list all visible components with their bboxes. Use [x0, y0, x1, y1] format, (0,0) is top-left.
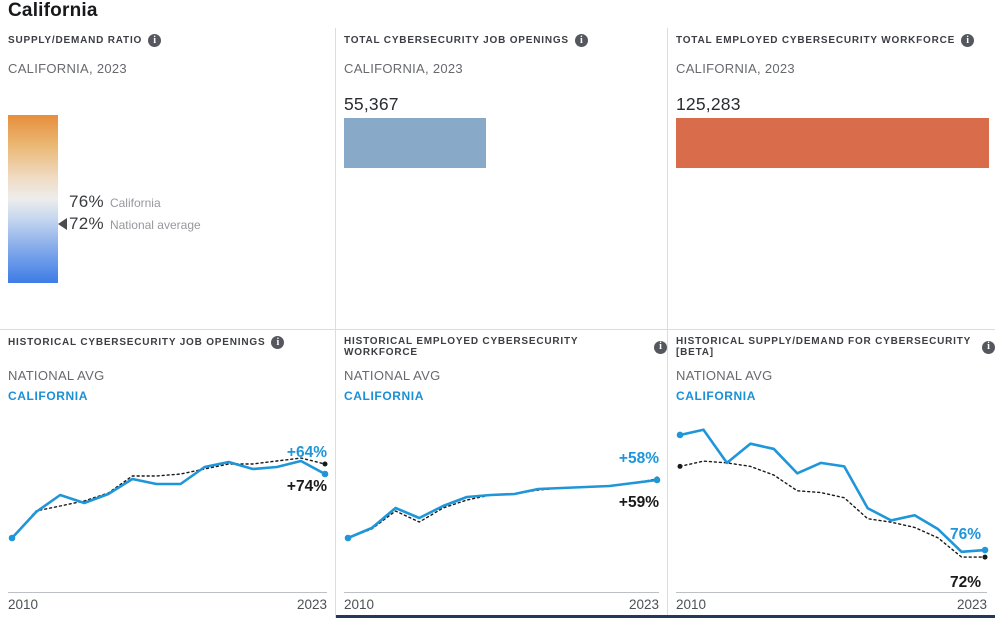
line-chart-job-openings: 2010 2023 +74% +64%	[0, 422, 335, 614]
job-openings-bar	[344, 118, 486, 168]
panel-title: TOTAL CYBERSECURITY JOB OPENINGS	[344, 35, 569, 46]
panel-total-job-openings: TOTAL CYBERSECURITY JOB OPENINGS CALIFOR…	[336, 28, 668, 330]
panel-subtitle: CALIFORNIA, 2023	[8, 61, 127, 76]
panel-subtitle: CALIFORNIA, 2023	[344, 61, 463, 76]
panel-historical-job-openings: HISTORICAL CYBERSECURITY JOB OPENINGS NA…	[0, 330, 336, 618]
ratio-values: 76% California 72% National average	[69, 191, 201, 235]
national-ratio-label: National average	[109, 218, 201, 232]
panel-header: HISTORICAL SUPPLY/DEMAND FOR CYBERSECURI…	[676, 336, 995, 358]
national-ratio-row: 72% National average	[69, 213, 201, 235]
supply-demand-gradient-scale	[8, 115, 58, 283]
legend-national-avg: NATIONAL AVG	[676, 368, 773, 383]
info-icon[interactable]	[654, 340, 667, 354]
svg-text:76%: 76%	[950, 526, 981, 543]
svg-text:2010: 2010	[676, 597, 706, 612]
legend-national-avg: NATIONAL AVG	[344, 368, 441, 383]
info-icon[interactable]	[148, 34, 162, 47]
svg-text:2023: 2023	[297, 597, 327, 612]
panel-title: HISTORICAL SUPPLY/DEMAND FOR CYBERSECURI…	[676, 336, 971, 358]
legend-california: CALIFORNIA	[676, 389, 756, 403]
dashboard-grid: SUPPLY/DEMAND RATIO CALIFORNIA, 2023 76%…	[0, 28, 995, 618]
svg-text:2023: 2023	[957, 597, 987, 612]
line-chart-svg: 2010 2023 +74% +64%	[8, 444, 329, 612]
panel-supply-demand-ratio: SUPPLY/DEMAND RATIO CALIFORNIA, 2023 76%…	[0, 28, 336, 330]
svg-text:+74%: +74%	[287, 478, 327, 495]
panel-historical-supply-demand: HISTORICAL SUPPLY/DEMAND FOR CYBERSECURI…	[668, 330, 995, 618]
svg-text:+58%: +58%	[619, 450, 659, 467]
svg-text:2010: 2010	[344, 597, 374, 612]
panel-total-workforce: TOTAL EMPLOYED CYBERSECURITY WORKFORCE C…	[668, 28, 995, 330]
svg-text:72%: 72%	[950, 574, 981, 591]
national-average-marker-icon	[58, 218, 67, 230]
panel-header: HISTORICAL EMPLOYED CYBERSECURITY WORKFO…	[344, 336, 667, 358]
svg-text:+64%: +64%	[287, 444, 327, 461]
job-openings-value: 55,367	[344, 94, 399, 114]
panel-header: TOTAL CYBERSECURITY JOB OPENINGS	[344, 34, 588, 47]
info-icon[interactable]	[961, 34, 975, 47]
svg-text:2010: 2010	[8, 597, 38, 612]
line-chart-svg: 2010 2023 72% 76%	[676, 428, 989, 612]
workforce-bar	[676, 118, 989, 168]
panel-title: HISTORICAL EMPLOYED CYBERSECURITY WORKFO…	[344, 336, 579, 358]
svg-text:+59%: +59%	[619, 494, 659, 511]
panel-title: TOTAL EMPLOYED CYBERSECURITY WORKFORCE	[676, 35, 956, 46]
panel-header: TOTAL EMPLOYED CYBERSECURITY WORKFORCE	[676, 34, 975, 47]
national-ratio-value: 72%	[69, 214, 104, 233]
panel-historical-workforce: HISTORICAL EMPLOYED CYBERSECURITY WORKFO…	[336, 330, 668, 618]
footer-divider	[336, 615, 995, 618]
legend-california: CALIFORNIA	[8, 389, 88, 403]
panel-subtitle: CALIFORNIA, 2023	[676, 61, 795, 76]
legend-california: CALIFORNIA	[344, 389, 424, 403]
svg-text:2023: 2023	[629, 597, 659, 612]
info-icon[interactable]	[982, 340, 995, 354]
state-ratio-label: California	[109, 196, 161, 210]
info-icon[interactable]	[574, 34, 588, 47]
legend-national-avg: NATIONAL AVG	[8, 368, 105, 383]
state-ratio-value: 76%	[69, 192, 104, 211]
page-title: California	[8, 0, 98, 21]
line-chart-workforce: 2010 2023 +59% +58%	[336, 422, 667, 614]
state-ratio-row: 76% California	[69, 191, 201, 213]
panel-header: HISTORICAL CYBERSECURITY JOB OPENINGS	[8, 336, 285, 349]
line-chart-supply-demand: 2010 2023 72% 76%	[668, 422, 995, 614]
panel-header: SUPPLY/DEMAND RATIO	[8, 34, 162, 47]
info-icon[interactable]	[271, 336, 285, 349]
workforce-value: 125,283	[676, 94, 741, 114]
line-chart-svg: 2010 2023 +59% +58%	[344, 450, 661, 612]
panel-title: SUPPLY/DEMAND RATIO	[8, 35, 143, 46]
panel-title: HISTORICAL CYBERSECURITY JOB OPENINGS	[8, 337, 266, 348]
